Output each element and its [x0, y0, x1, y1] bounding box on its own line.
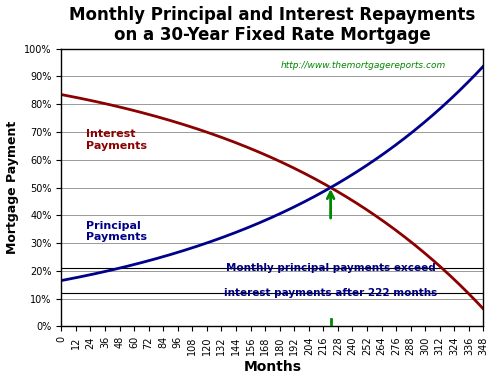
X-axis label: Months: Months [244, 361, 301, 374]
Title: Monthly Principal and Interest Repayments
on a 30-Year Fixed Rate Mortgage: Monthly Principal and Interest Repayment… [69, 6, 476, 44]
Text: Interest
Payments: Interest Payments [85, 129, 147, 151]
Text: interest payments after 222 months: interest payments after 222 months [224, 288, 437, 298]
Y-axis label: Mortgage Payment: Mortgage Payment [5, 121, 19, 254]
Text: Monthly principal payments exceed: Monthly principal payments exceed [226, 263, 436, 273]
Text: Principal
Payments: Principal Payments [85, 221, 147, 242]
Text: http://www.themortgagereports.com: http://www.themortgagereports.com [281, 61, 446, 70]
